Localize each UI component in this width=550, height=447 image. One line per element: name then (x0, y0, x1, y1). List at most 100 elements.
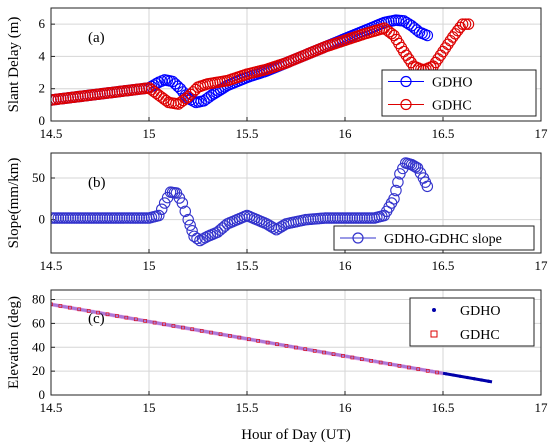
panel-a: 14.5 15 15.5 16 16.5 17 0 2 4 6 (a) Slant Delay (m)… (6, 7, 549, 141)
x-axis-label: Hour of Day (UT) (241, 427, 351, 443)
data-point (284, 344, 289, 348)
data-point (459, 18, 472, 30)
x-tick-label: 15.5 (236, 400, 259, 415)
legend-label: GDHO (432, 76, 472, 91)
x-tick-label: 16 (339, 400, 353, 415)
data-point (155, 203, 168, 216)
x-tick-label: 16.5 (432, 400, 455, 415)
legend-label: GDHO-GDHC slope (384, 232, 502, 247)
x-tick-label: 16 (339, 258, 353, 273)
data-point (199, 231, 211, 244)
y-tick-label: 0 (39, 387, 46, 402)
series-layer (51, 157, 434, 247)
legend-item: GDHO (432, 304, 500, 319)
panel-c: 14.5 15 15.5 16 16.5 17 0 20 40 60 80 (c) Elevation … (6, 289, 549, 443)
x-tick-label: 17 (535, 258, 549, 273)
data-point (486, 379, 491, 383)
series-gdhc (51, 18, 475, 110)
legend: GDHO GDHC (409, 297, 535, 347)
y-tick-label: 0 (39, 212, 46, 227)
data-point (133, 317, 138, 322)
data-point (369, 359, 373, 363)
axes-frame (50, 152, 542, 254)
x-tick-label: 14.5 (40, 126, 63, 141)
legend-box (409, 297, 535, 347)
y-tick-label: 4 (39, 48, 46, 63)
data-point (451, 373, 455, 377)
data-point (425, 369, 430, 373)
y-axis-label: Elevation (deg) (6, 296, 22, 389)
data-point (190, 327, 195, 332)
legend-marker (400, 75, 412, 88)
data-point (218, 332, 223, 337)
data-point (303, 347, 308, 352)
legend-marker (430, 330, 438, 338)
data-point (388, 193, 400, 205)
x-tick-label: 15.5 (236, 258, 259, 273)
y-tick-label: 2 (39, 81, 46, 96)
series-layer (51, 14, 475, 110)
x-tick-label: 15.5 (236, 126, 259, 141)
data-point (350, 355, 355, 360)
y-tick-label: 40 (32, 339, 45, 354)
legend-marker (400, 98, 412, 111)
panel-label: (a) (88, 30, 105, 46)
data-point (77, 307, 82, 312)
legend: GDHO GDHC (381, 69, 537, 117)
legend: GDHO-GDHC slope (333, 225, 535, 251)
x-tick-label: 16 (339, 126, 353, 141)
x-tick-label: 17 (535, 126, 549, 141)
x-tick-label: 16.5 (432, 258, 455, 273)
x-tick-label: 15 (143, 258, 156, 273)
data-point (184, 219, 196, 231)
data-point (51, 212, 57, 224)
x-tick-label: 14.5 (40, 400, 63, 415)
data-point (416, 367, 421, 371)
data-point (176, 197, 189, 209)
x-tick-label: 17 (535, 400, 549, 415)
data-point (421, 180, 434, 193)
data-point (51, 302, 53, 307)
x-tick-label: 14.5 (40, 258, 63, 273)
series-gdhc (51, 302, 444, 376)
data-point (191, 232, 203, 245)
legend-item: GDHC (430, 328, 500, 343)
data-point (162, 322, 166, 327)
data-point (392, 176, 404, 188)
y-tick-label: 50 (32, 170, 45, 185)
data-point (246, 337, 251, 342)
data-point (341, 354, 345, 358)
data-point (322, 350, 326, 355)
data-point (444, 372, 448, 376)
legend-marker (352, 232, 364, 244)
y-tick-label: 20 (32, 363, 45, 378)
legend-marker (432, 308, 436, 312)
legend-label: GDHO (460, 304, 500, 319)
data-point (331, 352, 336, 356)
y-axis-label: Slope(mm/km) (6, 158, 22, 249)
data-point (209, 330, 213, 335)
series-gdho-gdhc-slope (51, 157, 434, 247)
data-point (465, 375, 469, 380)
legend-label: GDHC (460, 328, 500, 343)
data-point (181, 325, 185, 330)
data-point (479, 378, 484, 382)
data-point (105, 312, 110, 317)
data-point (182, 213, 194, 226)
data-point (179, 205, 192, 218)
data-point (378, 360, 383, 365)
data-point (188, 230, 200, 243)
data-point (435, 370, 439, 375)
data-point (312, 349, 317, 353)
data-point (407, 365, 411, 370)
series-layer (51, 302, 493, 384)
data-point (265, 340, 270, 345)
data-point (115, 314, 119, 318)
x-tick-label: 16.5 (432, 126, 455, 141)
data-point (68, 305, 72, 310)
data-point (143, 319, 147, 323)
data-point (294, 345, 298, 350)
y-tick-label: 80 (32, 292, 45, 307)
data-point (196, 233, 209, 245)
data-point (275, 342, 279, 347)
